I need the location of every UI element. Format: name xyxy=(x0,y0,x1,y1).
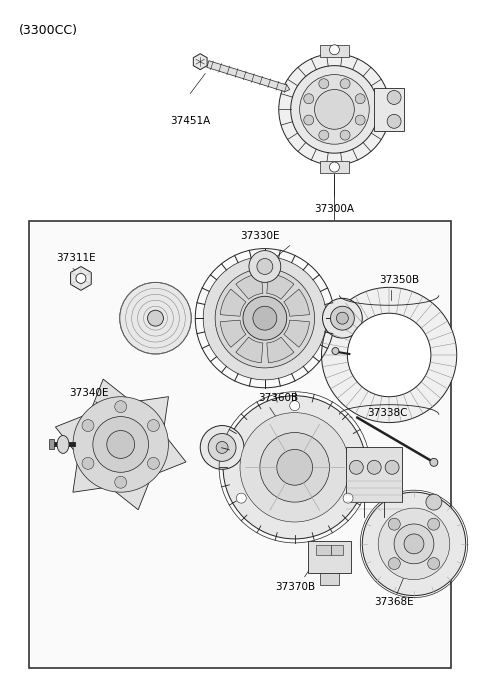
Circle shape xyxy=(304,94,314,104)
Circle shape xyxy=(82,457,94,469)
Circle shape xyxy=(243,296,287,340)
Text: 37300A: 37300A xyxy=(314,204,354,214)
Ellipse shape xyxy=(57,435,69,454)
Circle shape xyxy=(73,397,168,492)
Circle shape xyxy=(340,78,350,89)
Polygon shape xyxy=(55,379,186,510)
Circle shape xyxy=(430,458,438,466)
Wedge shape xyxy=(236,274,263,300)
Circle shape xyxy=(304,115,314,125)
Circle shape xyxy=(355,94,365,104)
Circle shape xyxy=(216,442,228,454)
Circle shape xyxy=(330,307,354,330)
Bar xyxy=(308,541,351,573)
Circle shape xyxy=(332,347,339,354)
Circle shape xyxy=(329,45,339,55)
Text: 37368E: 37368E xyxy=(374,596,414,607)
Circle shape xyxy=(147,310,164,326)
Circle shape xyxy=(107,430,134,458)
Circle shape xyxy=(249,251,281,282)
Circle shape xyxy=(236,494,246,503)
Circle shape xyxy=(260,433,329,502)
Circle shape xyxy=(394,524,434,564)
Circle shape xyxy=(387,90,401,104)
Circle shape xyxy=(322,288,457,423)
Circle shape xyxy=(208,433,236,461)
Circle shape xyxy=(426,494,442,510)
Bar xyxy=(320,161,349,173)
Circle shape xyxy=(355,115,365,125)
Text: 37360B: 37360B xyxy=(258,393,298,402)
Text: 37340E: 37340E xyxy=(69,388,108,398)
Circle shape xyxy=(404,534,424,554)
Polygon shape xyxy=(193,54,207,69)
Circle shape xyxy=(93,416,148,473)
Bar xyxy=(347,447,402,502)
Text: 37311E: 37311E xyxy=(56,253,96,262)
Wedge shape xyxy=(267,337,294,363)
Polygon shape xyxy=(71,267,91,290)
Circle shape xyxy=(314,90,354,130)
Circle shape xyxy=(385,461,399,475)
Circle shape xyxy=(115,400,127,412)
Wedge shape xyxy=(284,289,310,316)
Wedge shape xyxy=(220,289,246,316)
Circle shape xyxy=(291,66,378,153)
Circle shape xyxy=(428,558,440,570)
Text: 37338C: 37338C xyxy=(367,407,408,418)
Circle shape xyxy=(215,269,314,368)
Text: 37350B: 37350B xyxy=(379,275,420,286)
Bar xyxy=(315,545,332,555)
Wedge shape xyxy=(267,274,294,300)
Circle shape xyxy=(428,518,440,530)
Circle shape xyxy=(348,313,431,397)
Circle shape xyxy=(343,494,353,503)
Bar xyxy=(49,440,54,449)
Text: 37330E: 37330E xyxy=(240,230,280,241)
Wedge shape xyxy=(236,337,263,363)
Circle shape xyxy=(120,282,192,354)
Circle shape xyxy=(323,298,362,338)
Wedge shape xyxy=(284,320,310,347)
Circle shape xyxy=(115,476,127,488)
Bar xyxy=(332,545,343,555)
Circle shape xyxy=(367,461,381,475)
Circle shape xyxy=(378,508,450,580)
Circle shape xyxy=(279,54,390,165)
Wedge shape xyxy=(220,320,246,347)
Circle shape xyxy=(329,162,339,172)
Circle shape xyxy=(277,449,312,485)
Circle shape xyxy=(290,400,300,411)
Circle shape xyxy=(336,312,348,324)
Text: (3300CC): (3300CC) xyxy=(19,24,78,37)
Bar xyxy=(320,45,349,57)
Circle shape xyxy=(388,558,400,570)
Circle shape xyxy=(362,492,466,596)
Polygon shape xyxy=(207,61,290,92)
Circle shape xyxy=(340,130,350,140)
Circle shape xyxy=(300,75,369,144)
Circle shape xyxy=(257,258,273,274)
Circle shape xyxy=(319,130,329,140)
Text: 37451A: 37451A xyxy=(170,116,210,127)
Bar xyxy=(320,573,339,584)
Circle shape xyxy=(388,518,400,530)
Circle shape xyxy=(147,457,159,469)
Circle shape xyxy=(349,461,363,475)
Circle shape xyxy=(387,114,401,128)
Circle shape xyxy=(319,78,329,89)
Text: 37370B: 37370B xyxy=(275,582,315,591)
Circle shape xyxy=(203,256,326,380)
Circle shape xyxy=(240,412,349,522)
Circle shape xyxy=(82,419,94,431)
Circle shape xyxy=(147,419,159,431)
Circle shape xyxy=(253,307,277,330)
Circle shape xyxy=(76,274,86,284)
Bar xyxy=(29,220,451,668)
Circle shape xyxy=(223,395,366,539)
Bar xyxy=(374,88,404,132)
Circle shape xyxy=(200,426,244,469)
